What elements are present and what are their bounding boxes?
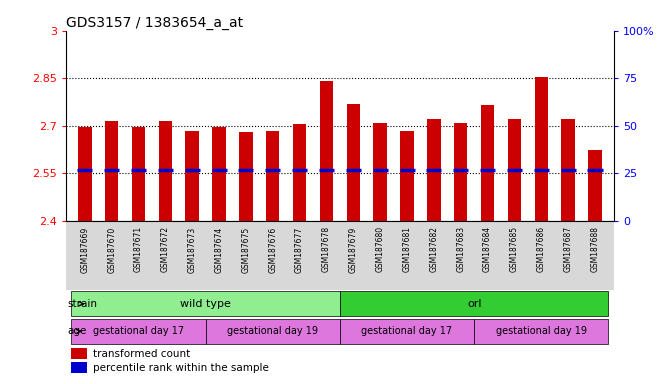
Bar <box>239 132 253 221</box>
Text: GSM187681: GSM187681 <box>403 226 412 272</box>
Text: gestational day 17: gestational day 17 <box>93 326 184 336</box>
Text: orl: orl <box>467 299 481 309</box>
Bar <box>562 119 575 221</box>
Text: strain: strain <box>67 299 97 309</box>
Text: transformed count: transformed count <box>94 349 191 359</box>
Bar <box>427 119 441 221</box>
Text: GDS3157 / 1383654_a_at: GDS3157 / 1383654_a_at <box>66 16 243 30</box>
Bar <box>158 121 172 221</box>
Bar <box>78 127 92 221</box>
Text: gestational day 19: gestational day 19 <box>496 326 587 336</box>
Text: GSM187669: GSM187669 <box>81 226 89 273</box>
Bar <box>71 291 340 316</box>
Text: GSM187680: GSM187680 <box>376 226 385 273</box>
Bar <box>71 319 206 344</box>
Text: gestational day 19: gestational day 19 <box>227 326 318 336</box>
Bar <box>293 124 306 221</box>
Text: GSM187687: GSM187687 <box>564 226 573 273</box>
Text: GSM187673: GSM187673 <box>187 226 197 273</box>
Text: GSM187685: GSM187685 <box>510 226 519 273</box>
Text: GSM187679: GSM187679 <box>349 226 358 273</box>
Text: GSM187672: GSM187672 <box>161 226 170 273</box>
Text: GSM187676: GSM187676 <box>268 226 277 273</box>
Bar <box>185 131 199 221</box>
Text: gestational day 17: gestational day 17 <box>362 326 453 336</box>
Bar <box>105 121 118 221</box>
Bar <box>454 122 467 221</box>
Bar <box>535 77 548 221</box>
Text: GSM187677: GSM187677 <box>295 226 304 273</box>
Bar <box>508 119 521 221</box>
Bar <box>340 291 609 316</box>
Bar <box>401 131 414 221</box>
Bar <box>340 319 474 344</box>
Text: GSM187682: GSM187682 <box>430 226 438 272</box>
Bar <box>346 104 360 221</box>
Text: GSM187674: GSM187674 <box>214 226 224 273</box>
Text: GSM187678: GSM187678 <box>322 226 331 273</box>
Text: wild type: wild type <box>180 299 231 309</box>
Text: GSM187686: GSM187686 <box>537 226 546 273</box>
Text: percentile rank within the sample: percentile rank within the sample <box>94 362 269 372</box>
Bar <box>266 131 279 221</box>
Text: age: age <box>67 326 86 336</box>
Text: GSM187671: GSM187671 <box>134 226 143 273</box>
Bar <box>213 127 226 221</box>
Bar <box>319 81 333 221</box>
Bar <box>71 362 87 373</box>
Bar <box>132 127 145 221</box>
Bar <box>71 348 87 359</box>
Text: GSM187670: GSM187670 <box>107 226 116 273</box>
Bar <box>474 319 609 344</box>
Bar <box>588 149 602 221</box>
Bar <box>374 122 387 221</box>
Bar <box>481 105 494 221</box>
Bar <box>206 319 340 344</box>
Text: GSM187688: GSM187688 <box>591 226 599 272</box>
Text: GSM187684: GSM187684 <box>483 226 492 273</box>
Text: GSM187683: GSM187683 <box>456 226 465 273</box>
Text: GSM187675: GSM187675 <box>242 226 250 273</box>
